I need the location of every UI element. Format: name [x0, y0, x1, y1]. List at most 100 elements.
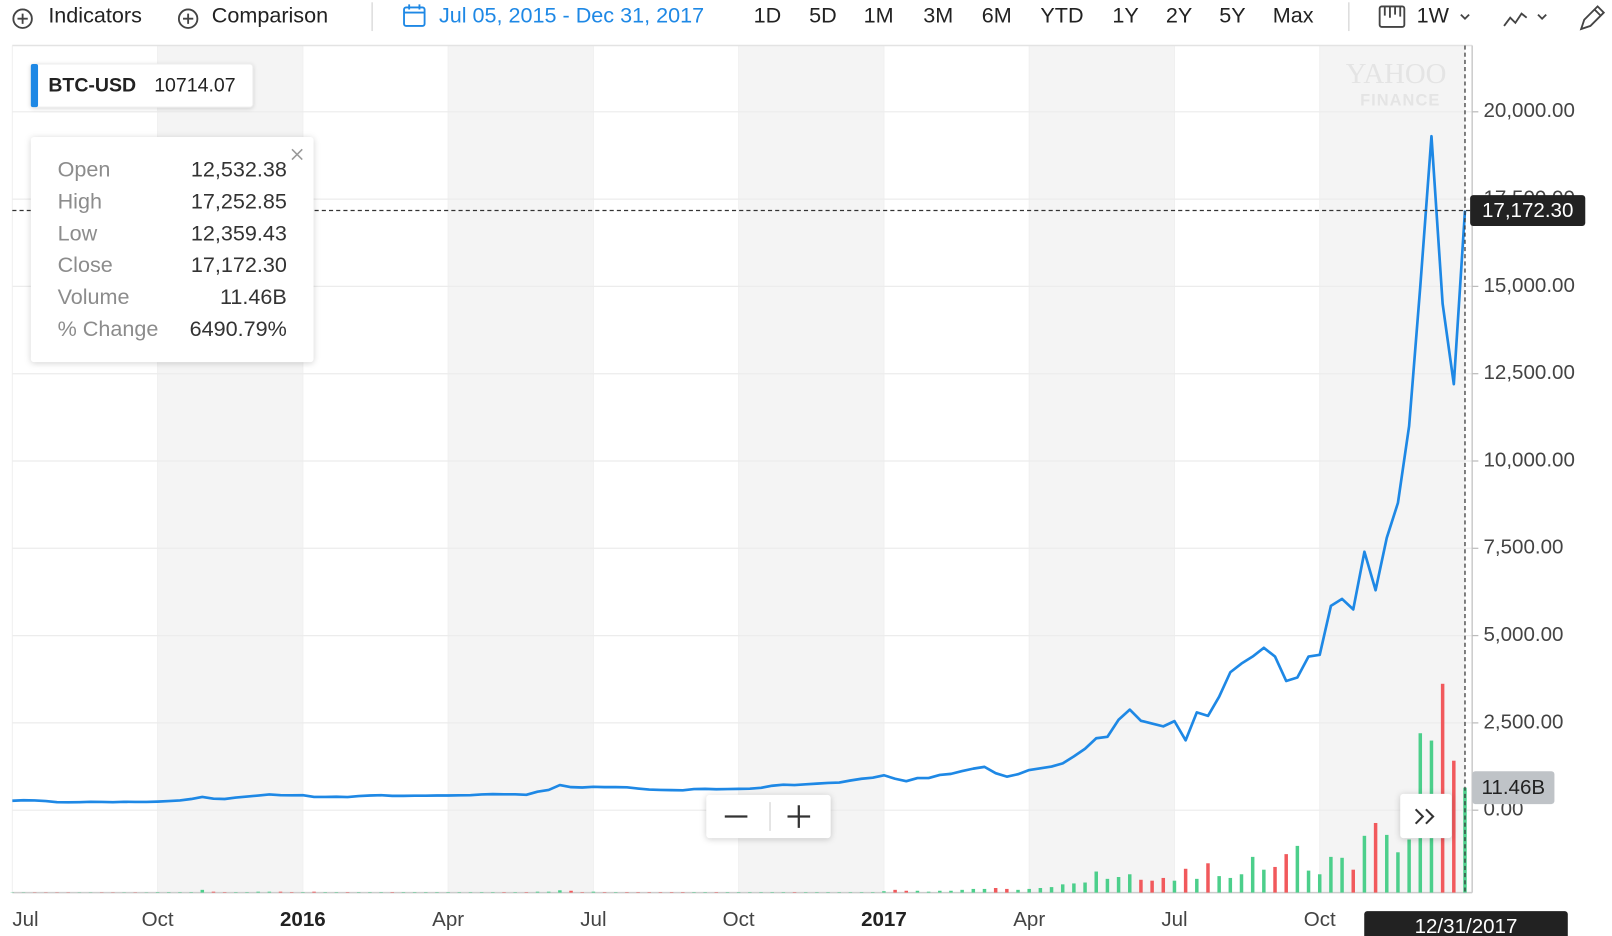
volume-bar	[882, 891, 886, 893]
range-button[interactable]: 1Y	[1112, 2, 1138, 27]
volume-bar	[1284, 854, 1288, 893]
volume-bar	[1262, 869, 1266, 893]
interval-button[interactable]: 1W	[1378, 2, 1470, 28]
range-button[interactable]: 2Y	[1166, 2, 1192, 27]
x-tick-label: Oct	[723, 908, 755, 931]
comparison-label: Comparison	[212, 2, 328, 27]
range-button[interactable]: 5D	[809, 2, 837, 27]
volume-bar	[256, 891, 260, 893]
tooltip: Open 12,532.38 High 17,252.85 Low 12,359.43 Cl…	[30, 136, 314, 363]
volume-bar	[211, 891, 216, 893]
tooltip-label: Open	[58, 157, 111, 182]
chart-type-button[interactable]	[1503, 12, 1547, 27]
range-button[interactable]: 6M	[982, 2, 1012, 27]
y-tick-label: 5,000.00	[1483, 623, 1563, 646]
x-tick-label: Oct	[1304, 908, 1336, 931]
volume-bar	[200, 889, 205, 893]
volume-bar	[546, 891, 551, 893]
pencil-icon	[1579, 5, 1606, 31]
volume-bar	[1373, 822, 1378, 893]
volume-bar	[993, 888, 998, 893]
toolbar: Indicators Comparison Jul 05, 2015 - Dec…	[0, 2, 1612, 40]
chevron	[1537, 13, 1547, 21]
range-button[interactable]: 5Y	[1219, 2, 1245, 27]
tooltip-box	[30, 136, 314, 363]
crosshair-date-box	[1364, 911, 1568, 936]
x-tick-label: 2016	[280, 908, 326, 931]
range-button[interactable]: Max	[1273, 2, 1314, 27]
draw-button[interactable]	[1579, 5, 1606, 31]
x-tick-label: Jul	[580, 908, 606, 931]
indicators-label: Indicators	[48, 2, 142, 27]
volume-bar	[1250, 856, 1255, 893]
plus-icon	[182, 13, 194, 24]
volume-bar	[982, 888, 987, 893]
y-tick-label: 15,000.00	[1483, 274, 1574, 297]
tooltip-label: Close	[58, 252, 113, 277]
price-line	[12, 134, 1467, 804]
volume-bar	[1317, 874, 1322, 893]
chip-value: 10714.07	[154, 75, 235, 97]
axes: Jul Oct 2016 Apr Jul Oct 2017 Apr Jul Oct 12/31/20…	[12, 99, 1575, 936]
scroll-icon	[1414, 808, 1435, 825]
volume-bar	[1183, 868, 1188, 893]
volume-bar	[915, 890, 920, 893]
volume-bar	[558, 890, 562, 893]
volume-bar	[1217, 876, 1221, 893]
comparison-button[interactable]: Comparison	[177, 2, 328, 29]
volume-bar	[960, 889, 964, 893]
tooltip-value: 6490.79%	[190, 316, 287, 341]
volume-bar	[971, 888, 976, 893]
tooltip-value: 17,172.30	[191, 252, 287, 277]
crosshair-volume: 11.46B	[1482, 776, 1546, 799]
volume-bar	[1083, 882, 1087, 893]
chip-color	[30, 63, 39, 108]
x-tick-label: Apr	[1013, 908, 1045, 931]
scroll-button[interactable]	[1400, 793, 1452, 839]
volume-bar	[893, 889, 897, 893]
volume-bar	[1016, 889, 1020, 893]
range-button[interactable]: 3M	[923, 2, 953, 27]
x-tick-label: Oct	[142, 908, 174, 931]
volume-bar	[1005, 888, 1009, 893]
tooltip-label: High	[58, 188, 102, 213]
volume-bar	[1116, 877, 1121, 893]
close-icon[interactable]	[291, 148, 303, 161]
period-band	[1029, 45, 1175, 893]
x-tick-label: 2017	[861, 908, 907, 931]
line-icon	[1503, 12, 1528, 27]
volume-bar	[569, 890, 573, 893]
chip-symbol: BTC-USD	[48, 75, 136, 97]
volume-bar	[1340, 857, 1344, 893]
interval-label: 1W	[1417, 2, 1450, 27]
volume-bar	[1396, 852, 1400, 893]
volume-bar	[1351, 869, 1355, 893]
volume-bar	[1295, 845, 1300, 893]
volume-bar	[1385, 834, 1389, 893]
zoom-in[interactable]	[787, 805, 811, 828]
volume-bar	[1407, 839, 1411, 893]
candle-icon	[1378, 5, 1406, 28]
date-range-button[interactable]: Jul 05, 2015 - Dec 31, 2017	[403, 2, 704, 27]
x-tick-label: Apr	[432, 908, 464, 931]
range-button[interactable]: 1M	[864, 2, 894, 27]
volume-bar	[1329, 856, 1333, 893]
volume-bar	[278, 891, 283, 893]
volume-bar	[1239, 874, 1244, 893]
period-band	[1319, 45, 1465, 893]
indicators-button[interactable]: Indicators	[12, 2, 142, 29]
volume-bar	[1038, 888, 1043, 893]
tooltip-value: 17,252.85	[191, 188, 287, 213]
date-range: Jul 05, 2015 - Dec 31, 2017	[439, 2, 704, 27]
volume-bar	[904, 890, 909, 893]
range-button[interactable]: 1D	[754, 2, 782, 27]
volume-bar	[1128, 874, 1132, 893]
period-bands	[157, 45, 1465, 893]
y-tick-label: 10,000.00	[1483, 448, 1574, 471]
volume-bar	[591, 891, 596, 893]
range-button[interactable]: YTD	[1040, 2, 1083, 27]
volume-bar	[1452, 760, 1456, 893]
volume-bar	[1195, 878, 1199, 893]
volume-bar	[1172, 880, 1177, 893]
y-tick-label: 12,500.00	[1483, 361, 1574, 384]
